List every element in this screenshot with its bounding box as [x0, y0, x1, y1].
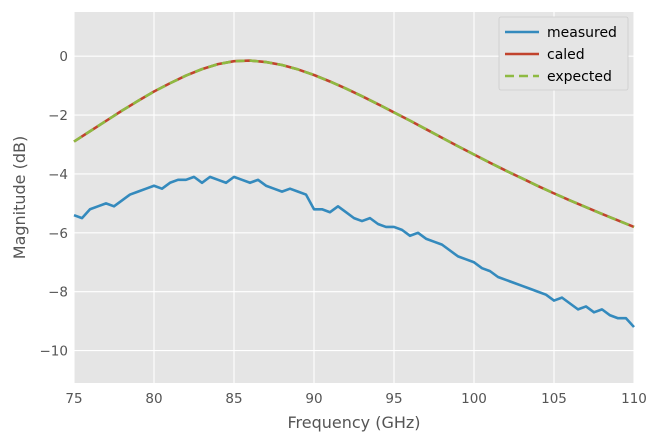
tick-labels: 75 80 85 90 95 100 105 110 0 −2 −4 −6 −8 −10: [40, 49, 647, 407]
x-axis-label: Frequency (GHz): [287, 413, 420, 432]
x-tick-label: 100: [461, 391, 487, 407]
legend-frame: [498, 16, 629, 91]
legend-entry-measured: measured: [547, 25, 617, 41]
x-tick-label: 80: [145, 391, 162, 407]
y-tick-label: −6: [48, 226, 68, 242]
series-caled-line: [73, 59, 635, 229]
grid-lines: [73, 12, 635, 383]
x-tick-label: 85: [225, 391, 242, 407]
y-tick-label: −10: [40, 344, 69, 360]
legend-entry-caled: caled: [547, 47, 585, 63]
x-tick-label: 110: [621, 391, 647, 407]
x-tick-label: 105: [541, 391, 567, 407]
y-tick-label: −8: [48, 285, 68, 301]
x-tick-label: 90: [305, 391, 322, 407]
y-tick-label: −4: [48, 167, 68, 183]
series-layer: [73, 59, 635, 328]
y-axis-label: Magnitude (dB): [10, 136, 29, 259]
x-tick-label: 95: [385, 391, 402, 407]
y-tick-label: −2: [48, 108, 68, 124]
legend: measured caled expected: [498, 16, 629, 91]
legend-entry-expected: expected: [547, 69, 612, 85]
y-tick-label: 0: [59, 49, 68, 65]
x-tick-label: 75: [65, 391, 82, 407]
series-measured-line: [73, 175, 635, 328]
